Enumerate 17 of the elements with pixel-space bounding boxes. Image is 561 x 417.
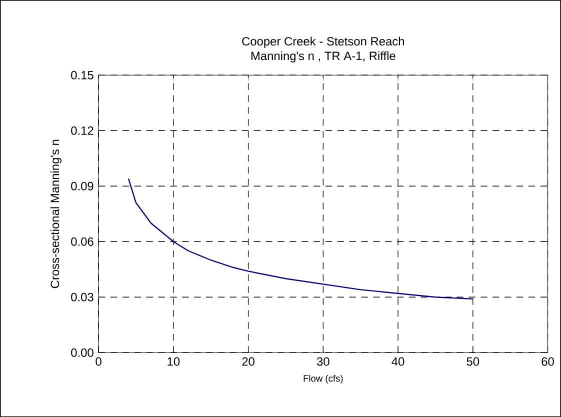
x-tick-label: 0 xyxy=(96,357,102,366)
y-tick-label: 0.12 xyxy=(71,126,94,135)
x-tick-label: 20 xyxy=(242,357,254,366)
chart-subtitle: Manning's n , TR A-1, Riffle xyxy=(251,51,396,62)
y-tick-label: 0.06 xyxy=(71,237,94,246)
y-tick-label: 0.00 xyxy=(71,348,94,357)
x-tick-label: 50 xyxy=(466,357,480,366)
y-axis-title: Cross-sectional Manning's n xyxy=(50,140,62,288)
y-tick-label: 0.09 xyxy=(71,182,94,190)
y-tick-label: 0.15 xyxy=(71,70,94,80)
x-tick-label: 40 xyxy=(392,357,404,366)
y-tick-label: 0.03 xyxy=(71,292,94,302)
x-tick-label: 60 xyxy=(542,357,554,366)
x-axis-title: Flow (cfs) xyxy=(304,374,343,384)
chart-title: Cooper Creek - Stetson Reach xyxy=(242,36,404,48)
x-tick-label: 10 xyxy=(168,357,180,366)
x-tick-label: 30 xyxy=(316,357,330,366)
